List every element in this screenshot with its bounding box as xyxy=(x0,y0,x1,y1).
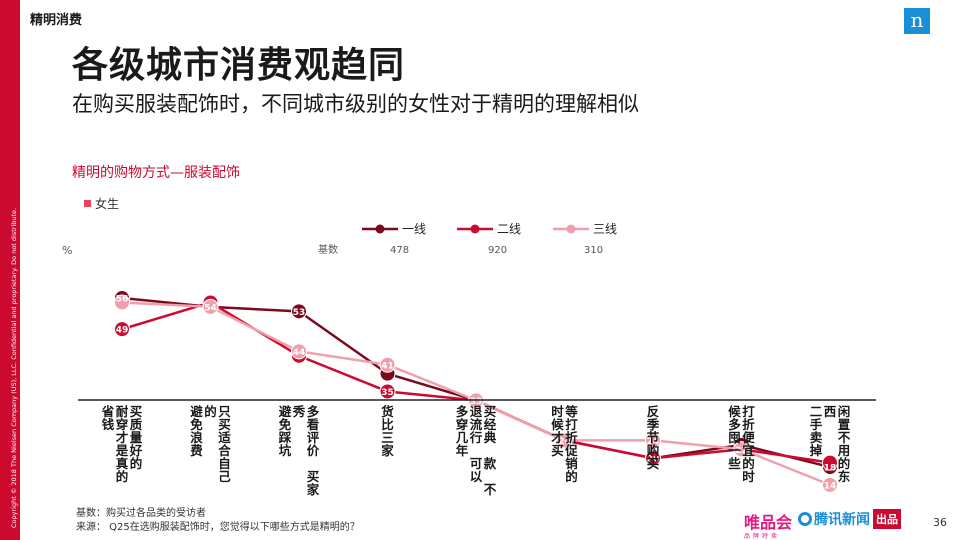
category-label-2-0: 多看评价 买家 xyxy=(307,404,320,497)
category-label-7-1: 候多囤一些 xyxy=(728,404,741,471)
page-number: 36 xyxy=(933,516,947,529)
point-s2-5 xyxy=(556,432,573,449)
vip-logo: 唯品会 品牌特卖 xyxy=(744,509,792,540)
data-label-top-5: 24 xyxy=(558,437,571,447)
data-label-top-6: 24 xyxy=(647,437,660,447)
category-label-1-0: 只买适合自己 xyxy=(218,404,231,484)
data-label-low-3: 35 xyxy=(381,388,394,398)
data-label-top-7: 22 xyxy=(735,446,748,456)
data-label-low-8: 14 xyxy=(824,481,837,491)
category-label-0-1: 耐穿才是真的 xyxy=(115,404,129,484)
point-s1-3 xyxy=(379,383,396,400)
legend-marker-1 xyxy=(470,224,480,234)
data-label-top-2: 53 xyxy=(293,308,306,318)
point-s2-2 xyxy=(291,343,307,360)
section-label: 精明消费 xyxy=(30,13,83,28)
base-value-2: 310 xyxy=(584,245,603,256)
category-label-8-0: 闲置不用的东 xyxy=(837,404,851,484)
category-label-6-0: 反季节购买 xyxy=(646,404,660,471)
legend-label-1: 二线 xyxy=(497,222,521,236)
category-label-8-2: 二手卖掉 xyxy=(810,404,823,458)
category-label-1-1: 的 xyxy=(204,404,217,419)
gender-legend: 女生 xyxy=(84,195,119,212)
tencent-news-logo: 腾讯新闻 xyxy=(798,509,870,529)
base-value-0: 478 xyxy=(390,245,409,256)
legend-marker-0 xyxy=(375,224,385,234)
point-s1-6 xyxy=(645,450,661,467)
brand-side-bar: Copyright © 2018 The Nielsen Company (US… xyxy=(0,0,20,540)
tencent-logo-text: 腾讯新闻 xyxy=(814,512,871,528)
category-label-1-2: 避免浪费 xyxy=(190,404,203,458)
category-label-8-1: 西 xyxy=(824,404,837,419)
point-s2-8 xyxy=(822,476,838,493)
point-s2-7 xyxy=(733,441,750,458)
point-s2-3 xyxy=(379,356,396,373)
data-label-top-1: 54 xyxy=(204,303,217,313)
vip-logo-text: 唯品会 xyxy=(744,513,793,532)
partner-logos: 唯品会 品牌特卖 腾讯新闻 出品 xyxy=(744,509,902,540)
legend-label-2: 三线 xyxy=(593,222,617,236)
gender-label: 女生 xyxy=(95,197,120,211)
base-value-1: 920 xyxy=(488,245,507,256)
legend-label-0: 一线 xyxy=(402,222,426,236)
category-label-4-0: 买经典 款 不 xyxy=(484,404,497,497)
category-label-2-1: 秀 xyxy=(292,404,306,419)
vip-logo-sub: 品牌特卖 xyxy=(744,533,781,540)
category-label-5-1: 时候才买 xyxy=(550,404,564,458)
point-s1-8 xyxy=(822,454,838,471)
data-label-top-8: 18 xyxy=(824,464,837,474)
legend-marker-2 xyxy=(566,224,576,234)
point-s2-6 xyxy=(645,432,661,449)
chupin-badge: 出品 xyxy=(873,509,902,529)
nielsen-logo-icon: n xyxy=(904,8,930,34)
page-title: 各级城市消费观趋同 xyxy=(72,45,406,86)
chart-title: 精明的购物方式—服装配饰 xyxy=(72,165,240,181)
category-label-3-0: 货比三家 xyxy=(381,404,394,458)
point-s1-0 xyxy=(114,321,130,338)
data-label-low-6: 20 xyxy=(647,455,660,465)
data-label-top-3: 41 xyxy=(381,361,394,371)
category-label-0-2: 省钱 xyxy=(101,404,115,432)
data-label-low-2: 44 xyxy=(293,348,306,358)
data-label-top-0: 56 xyxy=(116,295,129,305)
data-label-top-4: 33 xyxy=(470,397,483,407)
tencent-ring-icon xyxy=(798,512,813,526)
category-label-5-0: 等打折促销的 xyxy=(564,404,578,484)
base-label: 基数 xyxy=(318,243,338,256)
category-label-2-2: 避免踩坑 xyxy=(279,404,292,458)
category-label-7-0: 打折便宜的时 xyxy=(742,404,755,484)
point-s0-2 xyxy=(291,303,307,320)
point-s2-0 xyxy=(114,294,130,311)
category-label-4-1: 退流行 可以 xyxy=(469,404,483,484)
category-label-4-2: 多穿几年 xyxy=(456,404,469,458)
source-note: 来源： Q25在选购服装配饰时，您觉得以下哪些方式是精明的？ xyxy=(76,522,360,533)
gender-square-icon xyxy=(84,200,91,207)
point-s2-1 xyxy=(202,298,219,315)
page-subtitle: 在购买服装配饰时，不同城市级别的女性对于精明的理解相似 xyxy=(72,92,639,116)
y-axis-unit: % xyxy=(62,244,72,257)
category-label-0-0: 买质量好的 xyxy=(129,404,143,471)
data-label-low-0: 49 xyxy=(116,326,129,336)
base-note: 基数：购买过各品类的受访者 xyxy=(76,508,206,519)
